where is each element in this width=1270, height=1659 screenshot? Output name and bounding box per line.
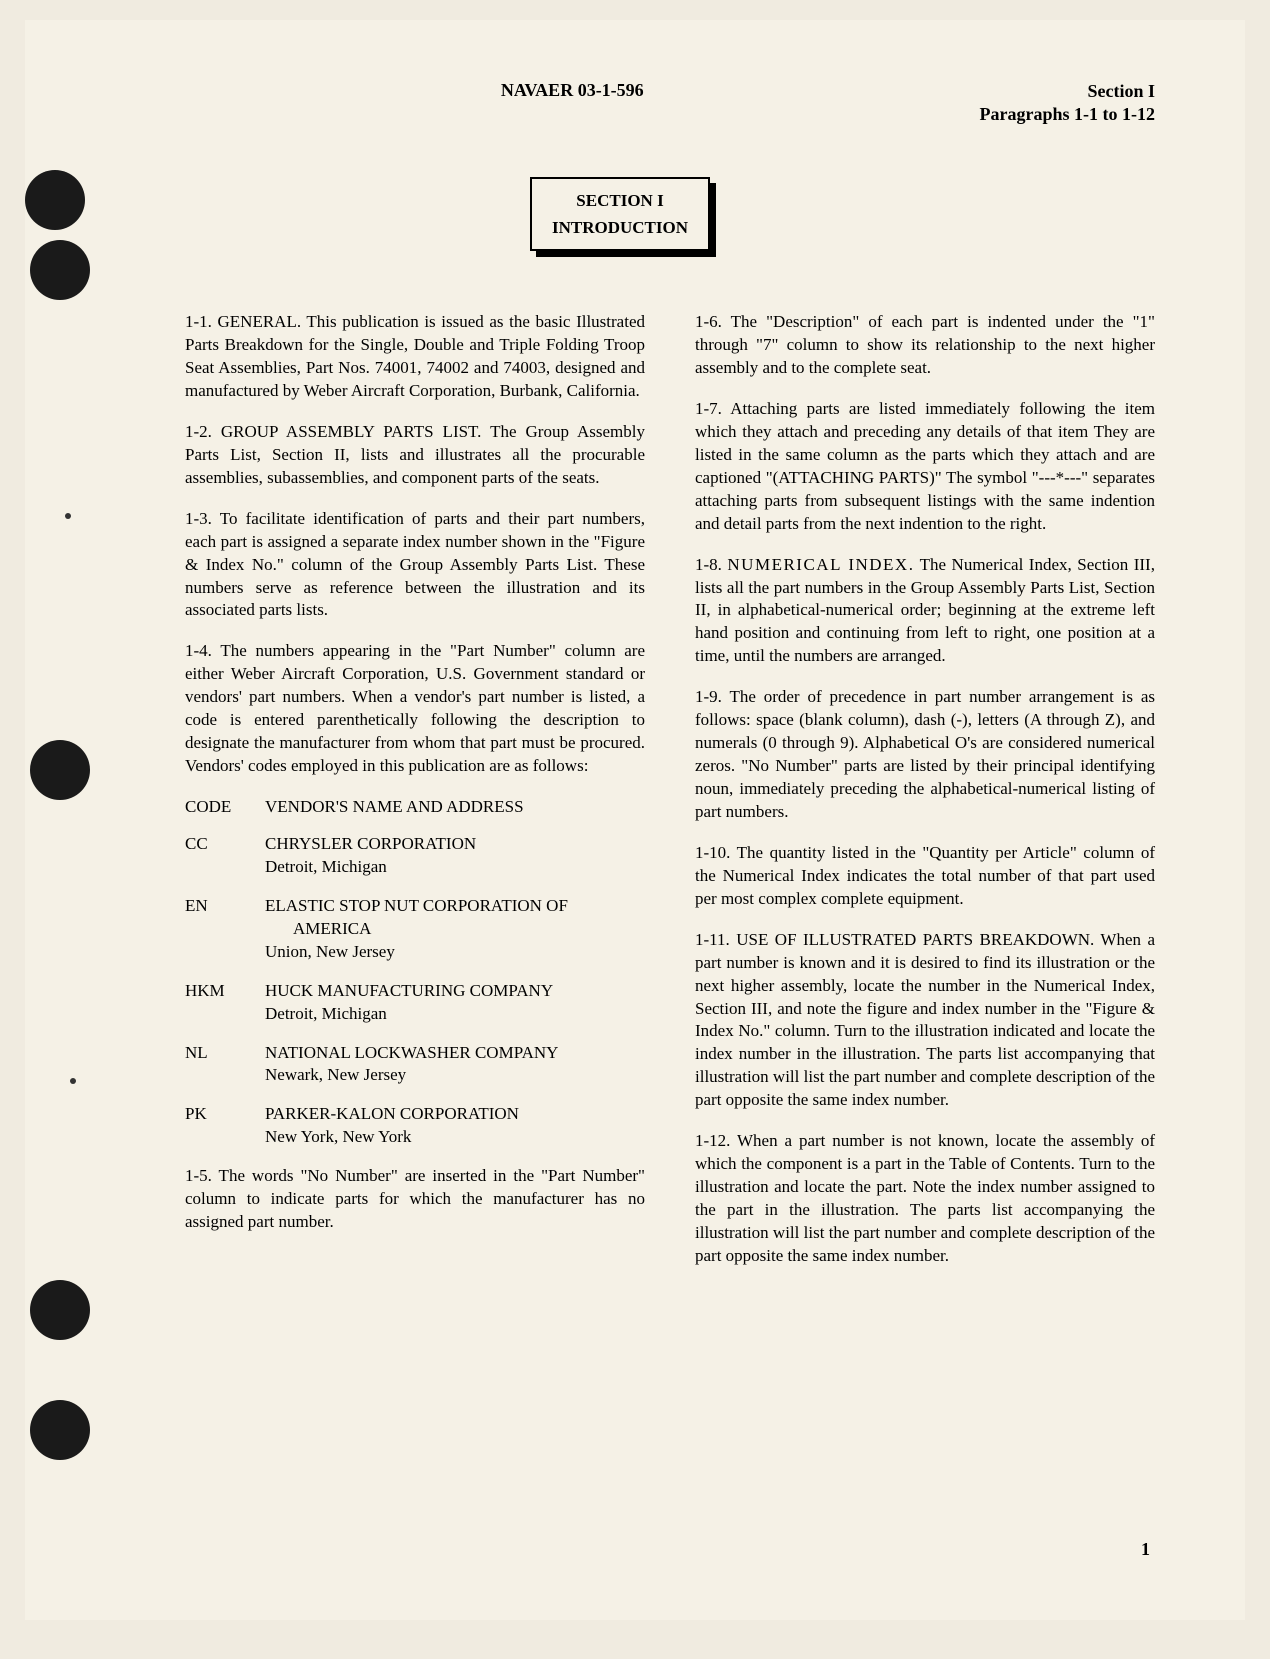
vendor-name-block: NATIONAL LOCKWASHER COMPANY Newark, New … bbox=[265, 1042, 645, 1088]
vendor-name: PARKER-KALON CORPORATION bbox=[265, 1103, 645, 1126]
para-1-8: 1-8. NUMERICAL INDEX. The Numerical Inde… bbox=[695, 554, 1155, 669]
punch-hole-icon bbox=[30, 1280, 90, 1340]
vendor-name-block: PARKER-KALON CORPORATION New York, New Y… bbox=[265, 1103, 645, 1149]
vendor-name: NATIONAL LOCKWASHER COMPANY bbox=[265, 1042, 645, 1065]
vendor-header-code: CODE bbox=[185, 796, 265, 819]
vendor-row: HKM HUCK MANUFACTURING COMPANY Detroit, … bbox=[185, 980, 645, 1026]
page-number: 1 bbox=[1141, 1539, 1150, 1560]
vendor-name: ELASTIC STOP NUT CORPORATION OF bbox=[265, 895, 645, 918]
section-box-line2: INTRODUCTION bbox=[552, 214, 688, 241]
right-column: 1-6. The "Description" of each part is i… bbox=[695, 311, 1155, 1286]
para-1-12: 1-12. When a part number is not known, l… bbox=[695, 1130, 1155, 1268]
vendor-addr: Newark, New Jersey bbox=[265, 1064, 645, 1087]
vendor-header-name: VENDOR'S NAME AND ADDRESS bbox=[265, 796, 524, 819]
margin-mark-icon bbox=[70, 1078, 76, 1084]
para-1-5: 1-5. The words "No Number" are inserted … bbox=[185, 1165, 645, 1234]
section-title-wrap: SECTION I INTRODUCTION bbox=[85, 177, 1155, 251]
vendor-name-block: HUCK MANUFACTURING COMPANY Detroit, Mich… bbox=[265, 980, 645, 1026]
doc-number: NAVAER 03-1-596 bbox=[165, 80, 980, 127]
vendor-row: PK PARKER-KALON CORPORATION New York, Ne… bbox=[185, 1103, 645, 1149]
vendor-addr: Union, New Jersey bbox=[265, 941, 645, 964]
page-header: NAVAER 03-1-596 Section I Paragraphs 1-1… bbox=[85, 80, 1155, 127]
body-columns: 1-1. GENERAL. This publication is issued… bbox=[85, 311, 1155, 1286]
margin-mark-icon bbox=[65, 513, 71, 519]
vendor-code: EN bbox=[185, 895, 265, 964]
vendor-code: CC bbox=[185, 833, 265, 879]
vendor-row: NL NATIONAL LOCKWASHER COMPANY Newark, N… bbox=[185, 1042, 645, 1088]
vendor-name: HUCK MANUFACTURING COMPANY bbox=[265, 980, 645, 1003]
section-title-box: SECTION I INTRODUCTION bbox=[530, 177, 710, 251]
para-1-6: 1-6. The "Description" of each part is i… bbox=[695, 311, 1155, 380]
section-label: Section I bbox=[980, 80, 1155, 103]
left-column: 1-1. GENERAL. This publication is issued… bbox=[185, 311, 645, 1286]
para-1-11: 1-11. USE OF ILLUSTRATED PARTS BREAKDOWN… bbox=[695, 929, 1155, 1113]
punch-hole-icon bbox=[30, 240, 90, 300]
para-1-10: 1-10. The quantity listed in the "Quanti… bbox=[695, 842, 1155, 911]
vendor-name-cont: AMERICA bbox=[265, 918, 645, 941]
vendor-code: PK bbox=[185, 1103, 265, 1149]
document-page: NAVAER 03-1-596 Section I Paragraphs 1-1… bbox=[25, 20, 1245, 1620]
para-1-8-prefix: 1-8. bbox=[695, 555, 727, 574]
vendor-table-header: CODE VENDOR'S NAME AND ADDRESS bbox=[185, 796, 645, 819]
para-1-2: 1-2. GROUP ASSEMBLY PARTS LIST. The Grou… bbox=[185, 421, 645, 490]
vendor-code: HKM bbox=[185, 980, 265, 1026]
punch-hole-icon bbox=[25, 170, 85, 230]
vendor-name-block: ELASTIC STOP NUT CORPORATION OF AMERICA … bbox=[265, 895, 645, 964]
para-1-8-title: NUMERICAL INDEX. bbox=[727, 555, 914, 574]
para-1-1: 1-1. GENERAL. This publication is issued… bbox=[185, 311, 645, 403]
vendor-row: CC CHRYSLER CORPORATION Detroit, Michiga… bbox=[185, 833, 645, 879]
vendor-addr: Detroit, Michigan bbox=[265, 1003, 645, 1026]
punch-hole-icon bbox=[30, 740, 90, 800]
para-1-3: 1-3. To facilitate identification of par… bbox=[185, 508, 645, 623]
paragraph-range: Paragraphs 1-1 to 1-12 bbox=[980, 103, 1155, 126]
vendor-addr: Detroit, Michigan bbox=[265, 856, 645, 879]
punch-hole-icon bbox=[30, 1400, 90, 1460]
section-box-line1: SECTION I bbox=[552, 187, 688, 214]
para-1-7: 1-7. Attaching parts are listed immediat… bbox=[695, 398, 1155, 536]
header-right-block: Section I Paragraphs 1-1 to 1-12 bbox=[980, 80, 1155, 127]
para-1-4: 1-4. The numbers appearing in the "Part … bbox=[185, 640, 645, 778]
vendor-name-block: CHRYSLER CORPORATION Detroit, Michigan bbox=[265, 833, 645, 879]
vendor-addr: New York, New York bbox=[265, 1126, 645, 1149]
vendor-row: EN ELASTIC STOP NUT CORPORATION OF AMERI… bbox=[185, 895, 645, 964]
vendor-name: CHRYSLER CORPORATION bbox=[265, 833, 645, 856]
vendor-code: NL bbox=[185, 1042, 265, 1088]
para-1-9: 1-9. The order of precedence in part num… bbox=[695, 686, 1155, 824]
